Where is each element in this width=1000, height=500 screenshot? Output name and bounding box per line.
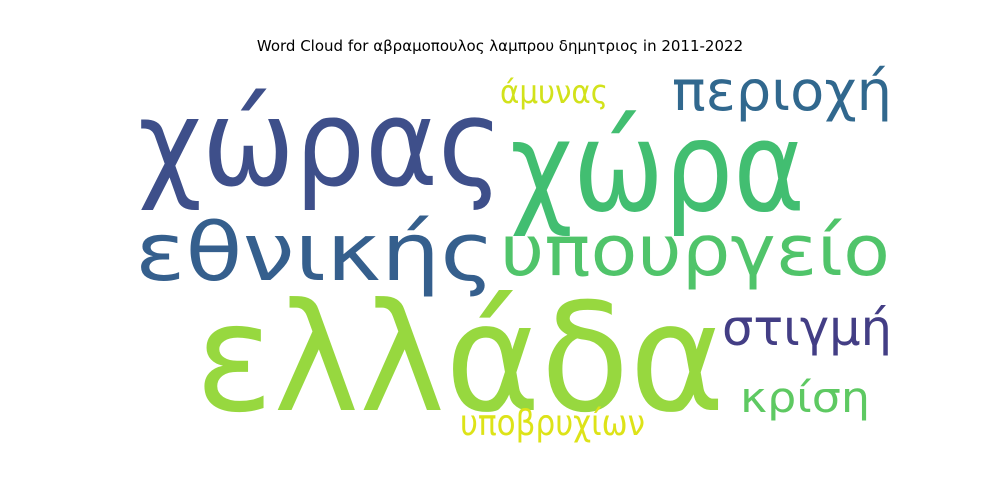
word-4: υπουργείο — [500, 210, 890, 292]
chart-title: Word Cloud for αβραμοπουλος λαμπρου δημη… — [256, 37, 744, 55]
word-3: εθνικής — [135, 206, 495, 299]
word-7: κρίση — [740, 373, 870, 422]
word-2: χώρα — [510, 95, 805, 240]
word-8: άμυνας — [500, 73, 608, 111]
word-6: στιγμή — [722, 299, 892, 357]
word-1: χώρας — [138, 75, 503, 214]
word-9: υποβρυχίων — [460, 403, 645, 444]
word-5: περιοχή — [672, 59, 892, 123]
word-0: ελλάδα — [195, 272, 725, 446]
